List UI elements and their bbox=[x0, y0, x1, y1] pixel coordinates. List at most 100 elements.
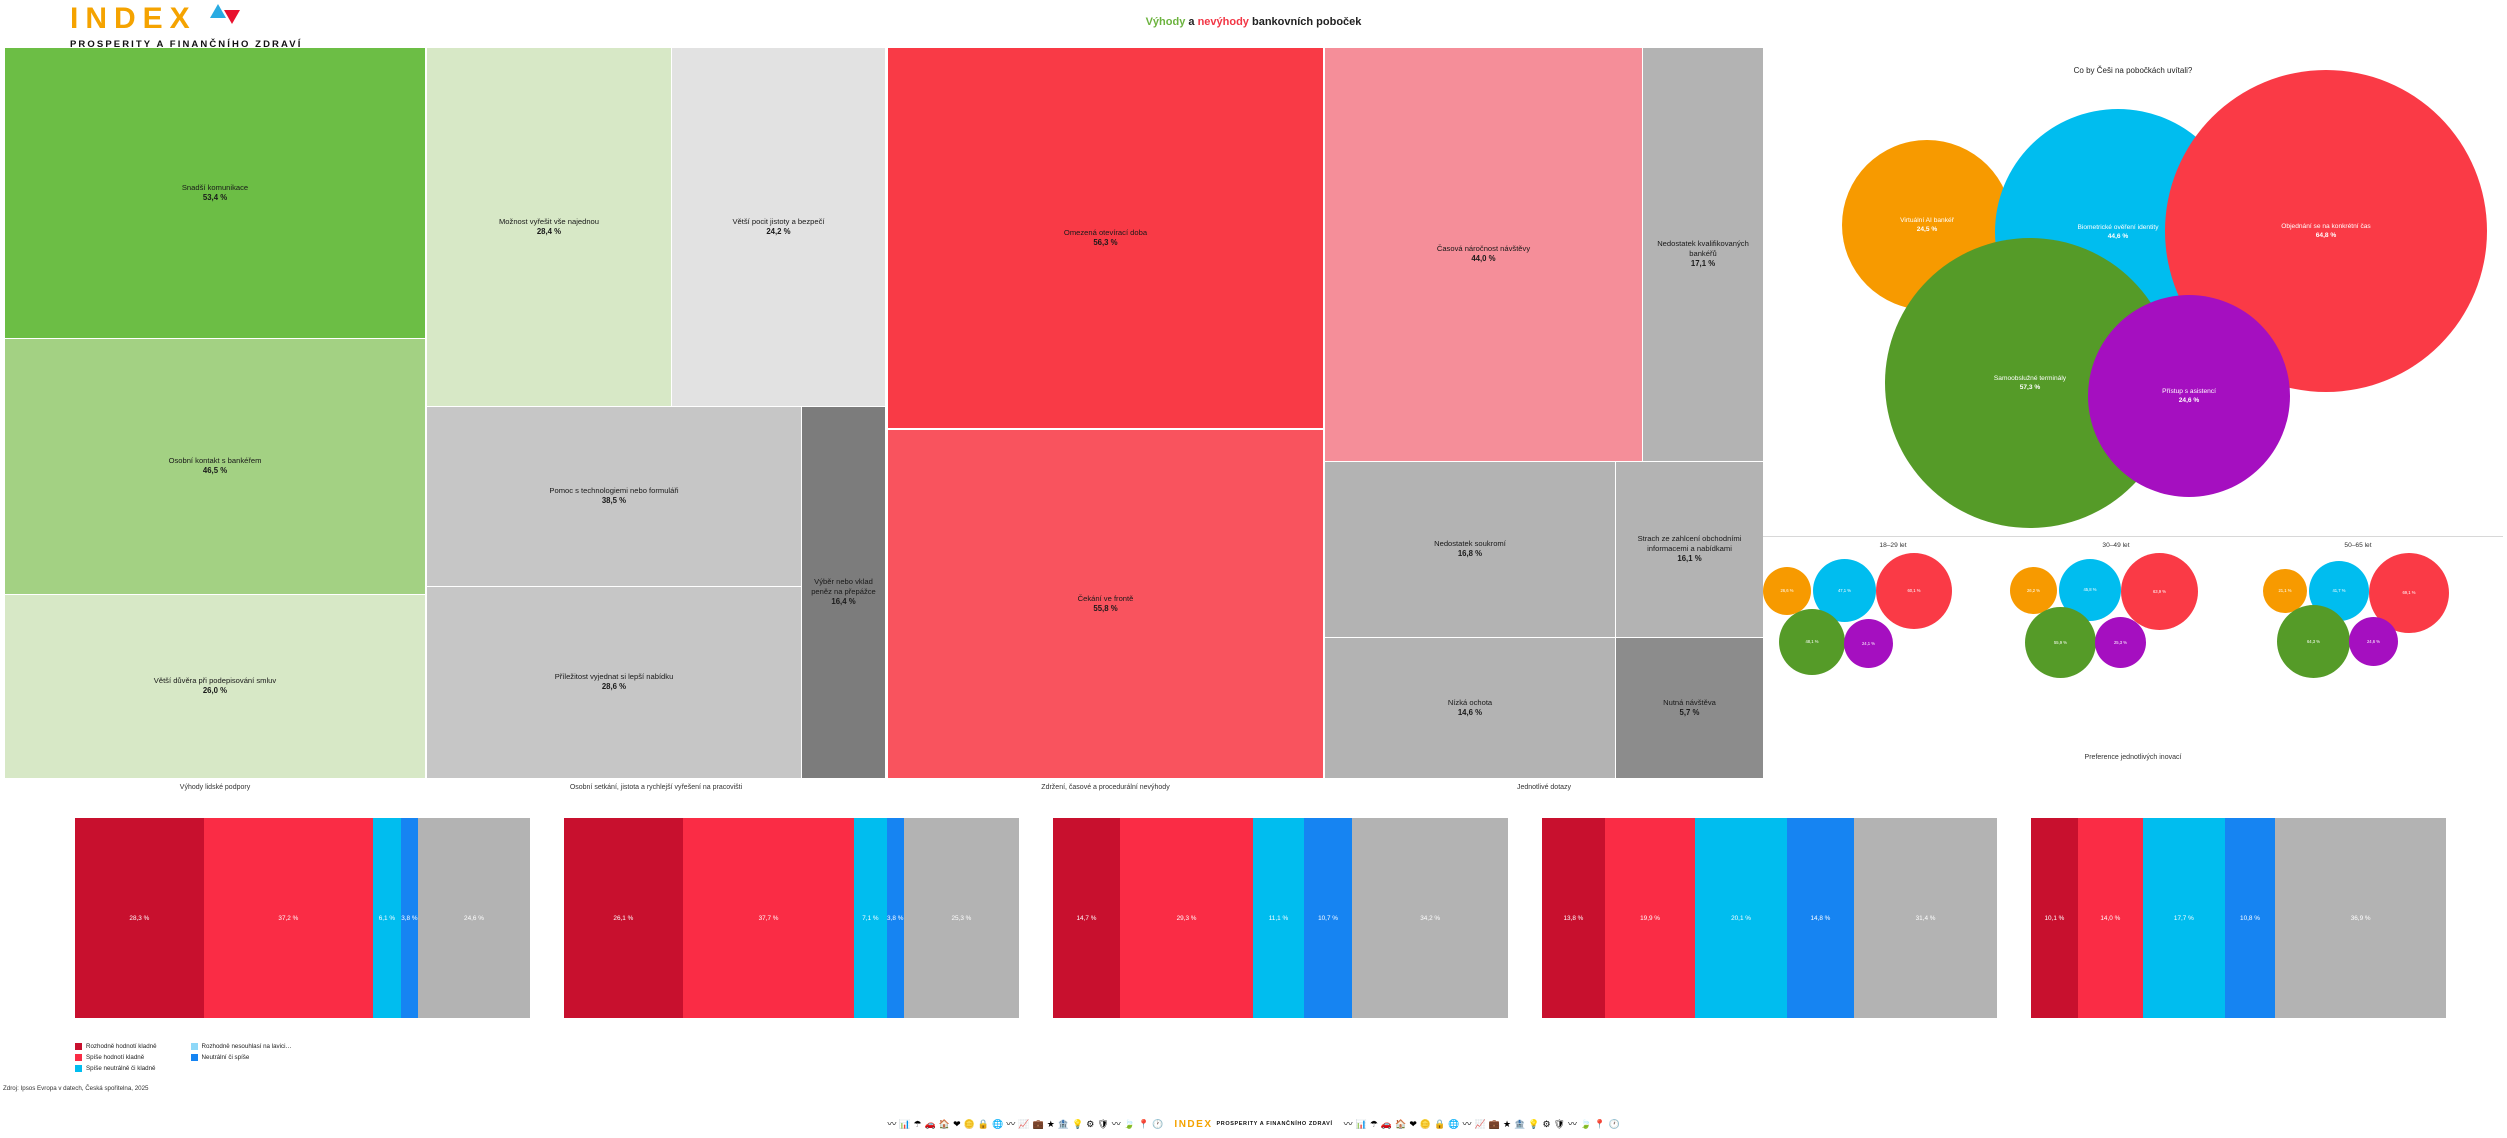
small-bubble-label: 21,1 % bbox=[2278, 588, 2292, 594]
stacked-bar-group[interactable]: 28,3 % 37,2 % 6,1 % 3,8 % 24,6 % bbox=[75, 818, 530, 1018]
wave-icon: 〰 bbox=[1111, 1118, 1121, 1129]
treemap-cell[interactable]: Pomoc s technologiemi nebo formuláři 38,… bbox=[427, 407, 801, 586]
small-bubble[interactable]: 64,3 % bbox=[2277, 605, 2350, 678]
legend-item[interactable]: Neutrální či spíše bbox=[190, 1054, 292, 1061]
treemap-cell[interactable]: Snadší komunikace 53,4 % bbox=[5, 48, 425, 338]
treemap-cell-text: Omezená otevírací doba 56,3 % bbox=[1063, 227, 1148, 247]
bulb-icon: 💡 bbox=[1072, 1118, 1084, 1129]
legend-swatch-icon bbox=[75, 1065, 82, 1072]
legend-item[interactable]: Spíše neutrálně či kladně bbox=[75, 1065, 157, 1072]
bar-segment[interactable]: 11,1 % bbox=[1253, 818, 1304, 1018]
treemap-cell-text: Snadší komunikace 53,4 % bbox=[181, 182, 249, 202]
treemap-cell[interactable]: Nutná návštěva 5,7 % bbox=[1616, 638, 1763, 778]
bar-segment[interactable]: 29,3 % bbox=[1119, 818, 1254, 1018]
small-bubble-label: 24,6 % bbox=[2366, 638, 2381, 644]
legend-item[interactable]: Rozhodně nesouhlasí na lavici… bbox=[190, 1043, 292, 1050]
small-bubble[interactable]: 63,9 % bbox=[2121, 553, 2198, 630]
small-bubble[interactable]: 21,1 % bbox=[2263, 569, 2307, 613]
legend-item[interactable]: Spíše hodnotí kladně bbox=[75, 1054, 157, 1061]
bar-segment[interactable]: 3,8 % bbox=[400, 818, 419, 1018]
bar-segment[interactable]: 10,8 % bbox=[2224, 818, 2276, 1018]
bar-segment[interactable]: 6,1 % bbox=[373, 818, 401, 1018]
legend-column: Rozhodně hodnotí kladně Spíše hodnotí kl… bbox=[75, 1043, 157, 1072]
chart-line-icon: 📈 bbox=[1474, 1118, 1486, 1129]
treemap-cell[interactable]: Větší důvěra při podepisování smluv 26,0… bbox=[5, 595, 425, 778]
small-bubble[interactable]: 24,1 % bbox=[1844, 619, 1893, 668]
leaf-icon: 🍃 bbox=[1123, 1118, 1135, 1129]
bar-segment[interactable]: 14,0 % bbox=[2077, 818, 2143, 1018]
treemap-cell[interactable]: Časová náročnost návštěvy 44,0 % bbox=[1325, 48, 1642, 461]
bar-segment[interactable]: 7,1 % bbox=[854, 818, 887, 1018]
axis-tick-label: 18–29 let bbox=[1879, 542, 1907, 549]
treemap-cell[interactable]: Větší pocit jistoty a bezpečí 24,2 % bbox=[672, 48, 885, 406]
bar-segment[interactable]: 17,7 % bbox=[2142, 818, 2225, 1018]
small-bubble[interactable]: 24,6 % bbox=[2349, 617, 2398, 666]
treemap-cell[interactable]: Omezená otevírací doba 56,3 % bbox=[888, 48, 1323, 428]
bubble-chart-caption: Preference jednotlivých inovací bbox=[2084, 754, 2182, 761]
treemap-cell[interactable]: Nízká ochota 14,6 % bbox=[1325, 638, 1615, 778]
treemap-column-caption: Osobní setkání, jistota a rychlejší vyře… bbox=[569, 784, 743, 791]
bar-segment[interactable]: 14,7 % bbox=[1053, 818, 1120, 1018]
bar-segment[interactable]: 19,9 % bbox=[1604, 818, 1696, 1018]
small-bubble[interactable]: 60,1 % bbox=[1876, 553, 1952, 629]
bar-segment[interactable]: 37,7 % bbox=[682, 818, 855, 1018]
gear-icon: ⚙ bbox=[1542, 1118, 1551, 1129]
treemap-cell[interactable]: Osobní kontakt s bankéřem 46,5 % bbox=[5, 339, 425, 594]
treemap-cell-text: Pomoc s technologiemi nebo formuláři 38,… bbox=[549, 486, 679, 506]
pin-icon: 📍 bbox=[1137, 1118, 1150, 1129]
small-bubble[interactable]: 26,6 % bbox=[1763, 567, 1811, 615]
bar-segment[interactable]: 3,8 % bbox=[886, 818, 904, 1018]
bar-chart-icon: 📊 bbox=[899, 1118, 911, 1129]
bar-segment[interactable]: 10,1 % bbox=[2031, 818, 2078, 1018]
stacked-bar-group[interactable]: 10,1 % 14,0 % 17,7 % 10,8 % 36,9 % bbox=[2031, 818, 2495, 1018]
treemap-cell-text: Větší pocit jistoty a bezpečí 24,2 % bbox=[732, 216, 825, 236]
bar-segment[interactable]: 37,2 % bbox=[203, 818, 373, 1018]
stacked-bar-group[interactable]: 26,1 % 37,7 % 7,1 % 3,8 % 25,3 % bbox=[564, 818, 1019, 1018]
star-icon: ★ bbox=[1502, 1118, 1512, 1129]
legend-column: Rozhodně nesouhlasí na lavici… Neutrální… bbox=[190, 1043, 292, 1072]
title-part-disadvantages: nevýhody bbox=[1197, 16, 1249, 28]
legend-swatch-icon bbox=[75, 1054, 82, 1061]
small-bubble[interactable]: 25,3 % bbox=[2095, 617, 2146, 668]
bar-segment[interactable]: 31,4 % bbox=[1854, 818, 1997, 1018]
bar-segment[interactable]: 28,3 % bbox=[75, 818, 204, 1018]
small-bubble[interactable]: 48,1 % bbox=[1779, 609, 1845, 675]
small-bubble-label: 64,3 % bbox=[2306, 638, 2321, 644]
stacked-bar-group[interactable]: 13,8 % 19,9 % 20,1 % 14,8 % 31,4 % bbox=[1542, 818, 1997, 1018]
wave-icon: 〰 bbox=[887, 1118, 897, 1129]
bar-segment[interactable]: 34,2 % bbox=[1352, 818, 1508, 1018]
legend-label: Spíše neutrálně či kladně bbox=[86, 1065, 156, 1072]
bar-segment[interactable]: 25,3 % bbox=[903, 818, 1019, 1018]
bar-segment[interactable]: 26,1 % bbox=[564, 818, 683, 1018]
title-part-subject: bankovních poboček bbox=[1251, 16, 1362, 28]
umbrella-icon: ☂ bbox=[913, 1118, 922, 1129]
treemap-cell[interactable]: Čekání ve frontě 55,8 % bbox=[888, 430, 1323, 778]
small-bubble[interactable]: 47,1 % bbox=[1813, 559, 1876, 622]
treemap-cell[interactable]: Strach ze zahlcení obchodními informacem… bbox=[1616, 462, 1763, 637]
treemap-cell[interactable]: Nedostatek soukromí 16,8 % bbox=[1325, 462, 1615, 637]
treemap-column-individual: Časová náročnost návštěvy 44,0 % Nedosta… bbox=[1325, 48, 1763, 778]
stacked-bar-group[interactable]: 14,7 % 29,3 % 11,1 % 10,7 % 34,2 % bbox=[1053, 818, 1508, 1018]
treemap-cell[interactable]: Výběr nebo vklad peněz na přepážce 16,4 … bbox=[802, 407, 885, 778]
bar-segment[interactable]: 14,8 % bbox=[1786, 818, 1855, 1018]
legend-item[interactable]: Rozhodně hodnotí kladně bbox=[75, 1043, 157, 1050]
bar-segment[interactable]: 10,7 % bbox=[1303, 818, 1353, 1018]
bubble-label: Objednání se na konkrétní čas 64,8 % bbox=[2281, 222, 2371, 239]
bar-segment[interactable]: 24,6 % bbox=[418, 818, 530, 1018]
brand-logo: INDEX PROSPERITY A FINANČNÍHO ZDRAVÍ bbox=[70, 4, 302, 51]
bar-segment[interactable]: 13,8 % bbox=[1542, 818, 1605, 1018]
bubble-pristup-s-asistenci[interactable]: Přístup s asistencí 24,6 % bbox=[2088, 295, 2290, 497]
small-bubble[interactable]: 26,2 % bbox=[2010, 567, 2057, 614]
treemap-cell[interactable]: Možnost vyřešit vše najednou 28,4 % bbox=[427, 48, 671, 406]
treemap-cell[interactable]: Nedostatek kvalifikovaných bankéřů 17,1 … bbox=[1643, 48, 1763, 461]
car-icon: 🚗 bbox=[924, 1118, 936, 1129]
bar-segment[interactable]: 36,9 % bbox=[2275, 818, 2447, 1018]
small-bubble[interactable]: 55,9 % bbox=[2025, 607, 2096, 678]
bar-segment[interactable]: 20,1 % bbox=[1695, 818, 1787, 1018]
bubble-chart: Co by Češi na pobočkách uvítali? Virtuál… bbox=[1763, 48, 2503, 778]
stacked-bar-chart: Podíl respondentů 28,3 % 37,2 % 6,1 % 3,… bbox=[0, 818, 2507, 1043]
treemap-cell-text: Strach ze zahlcení obchodními informacem… bbox=[1637, 533, 1742, 564]
axis-tick-label: 50–65 let bbox=[2344, 542, 2372, 549]
treemap-column-advantages: Snadší komunikace 53,4 % Osobní kontakt … bbox=[5, 48, 425, 778]
treemap-cell[interactable]: Příležitost vyjednat si lepší nabídku 28… bbox=[427, 587, 801, 778]
